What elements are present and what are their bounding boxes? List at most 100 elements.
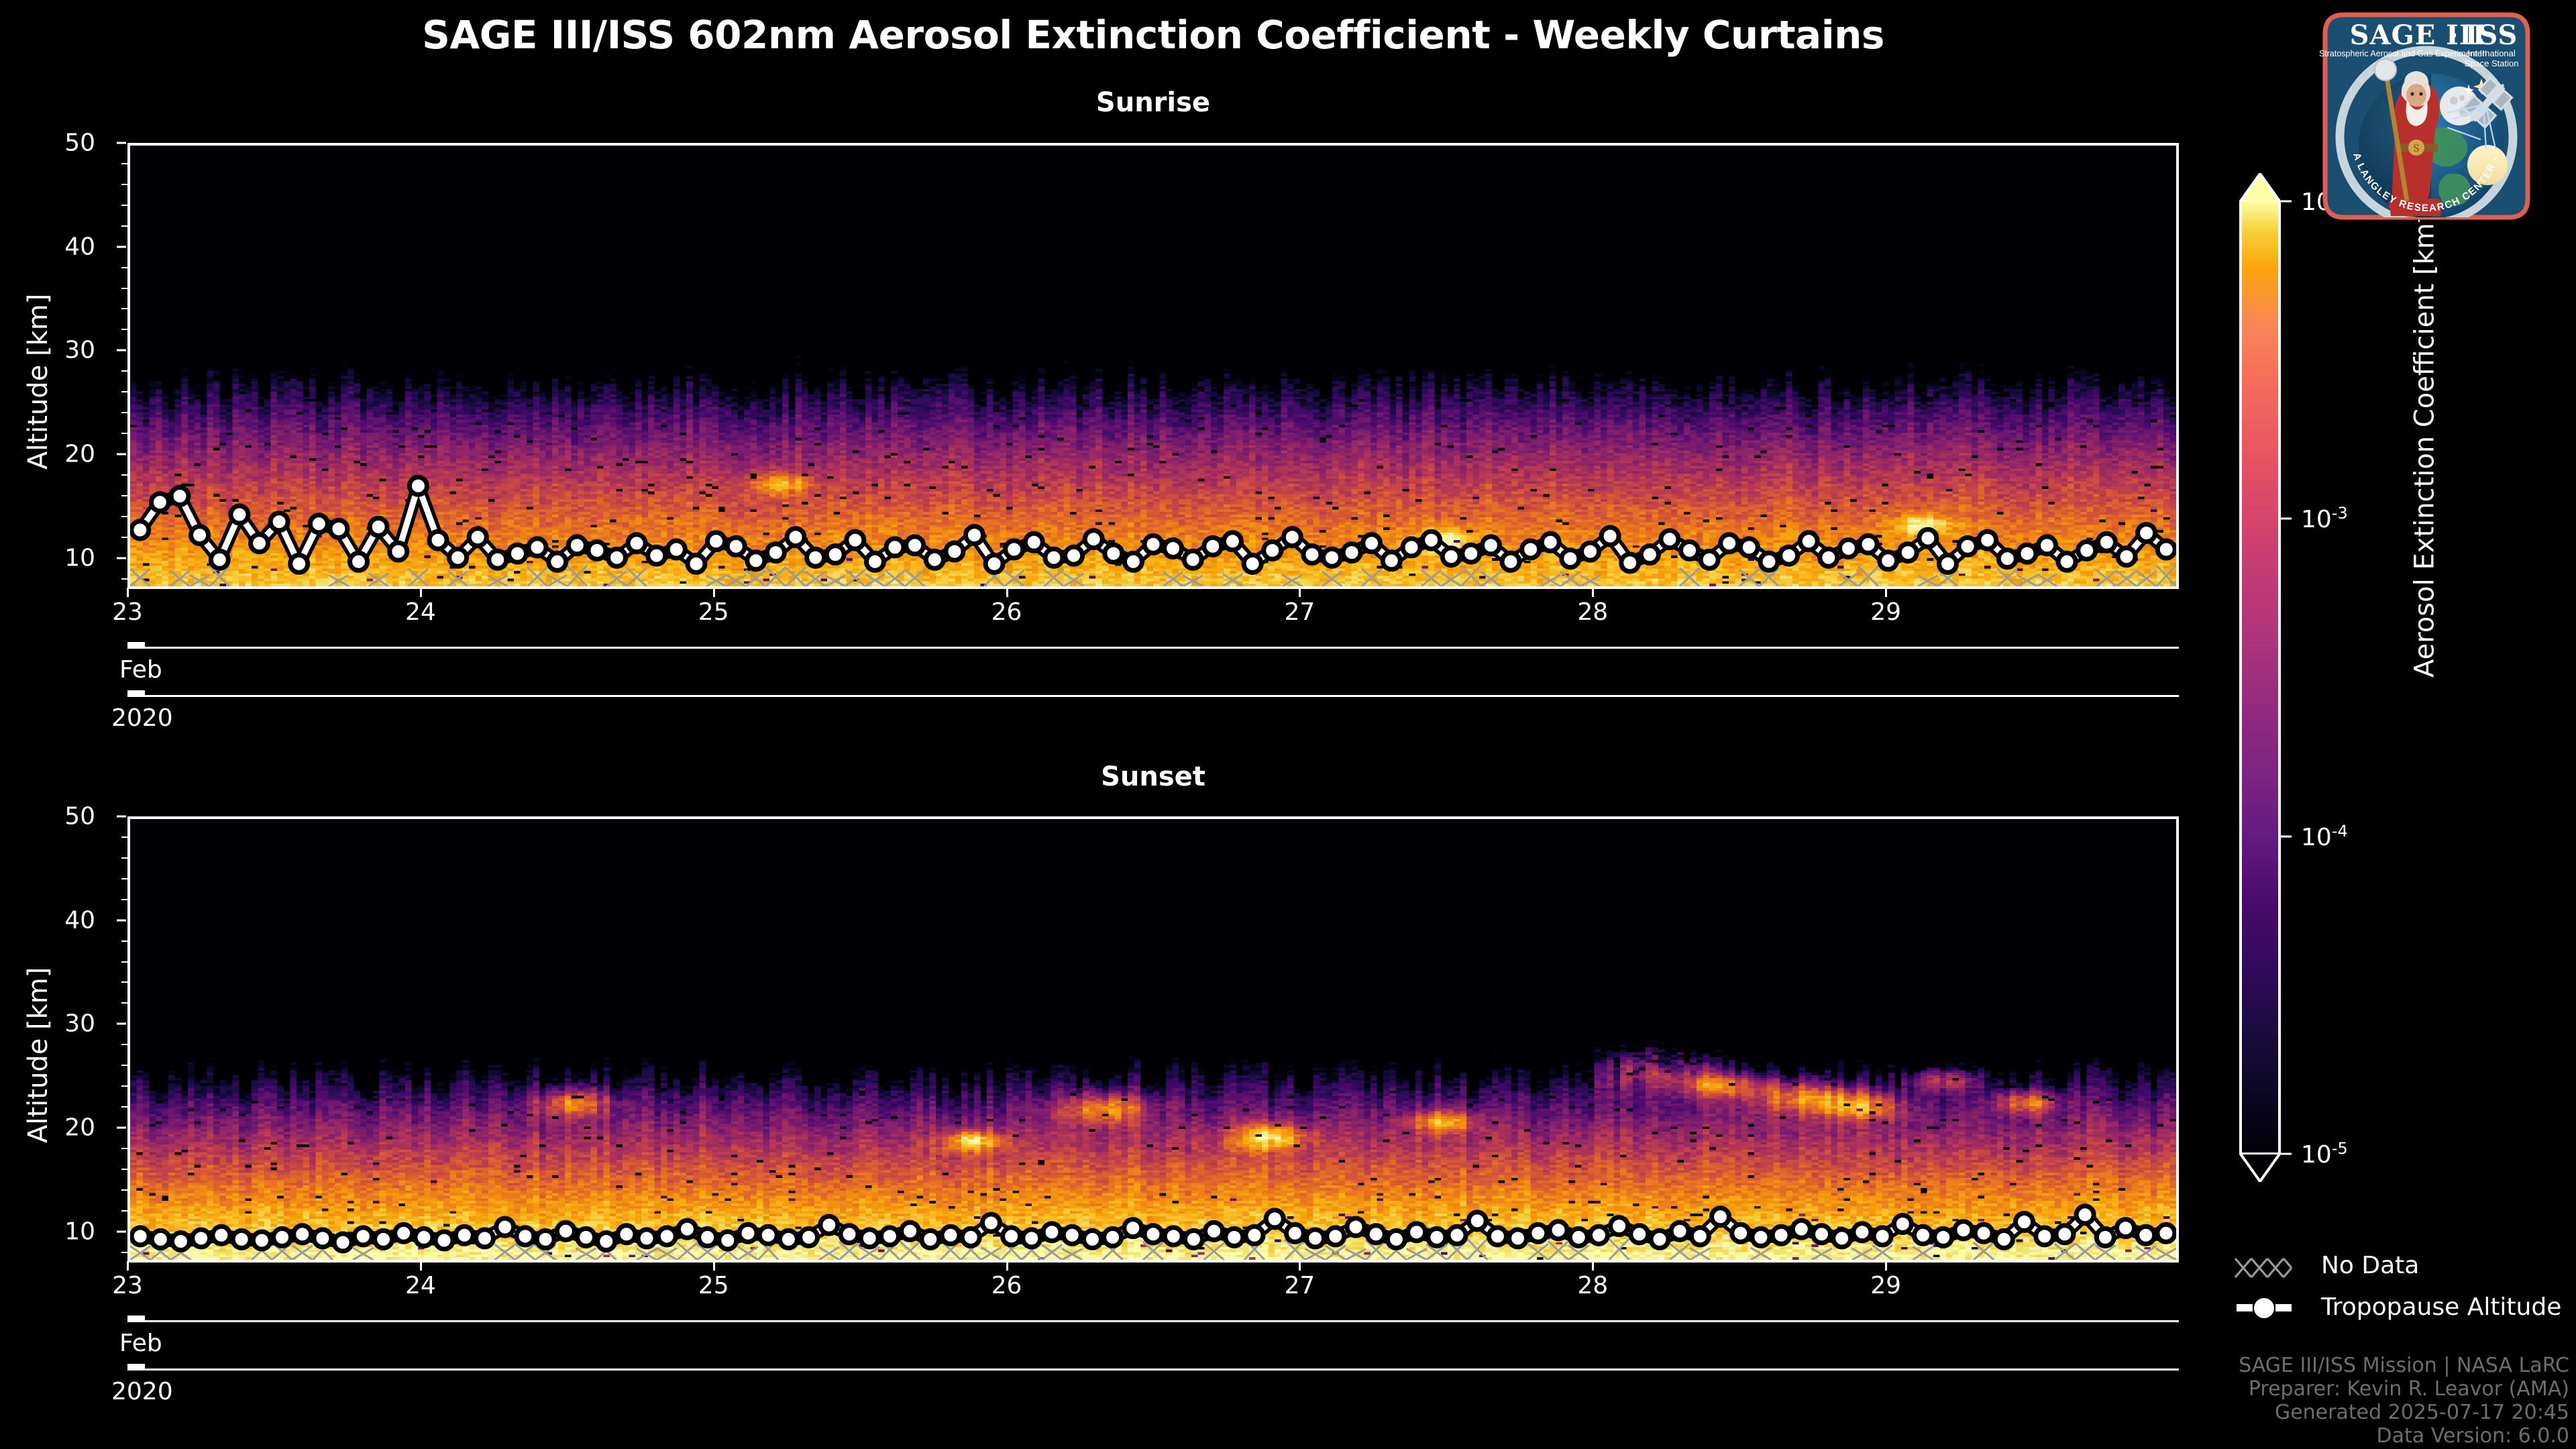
x-tick-label: 24 bbox=[405, 1272, 436, 1299]
y-tick-label: 30 bbox=[64, 336, 95, 364]
y-tick-label: 50 bbox=[64, 129, 95, 157]
tropopause-marker bbox=[820, 1216, 838, 1234]
y-tick-mark bbox=[117, 1126, 126, 1129]
tropopause-marker bbox=[847, 531, 864, 549]
tropopause-marker bbox=[1661, 531, 1678, 548]
x-tick-mark bbox=[419, 1261, 422, 1271]
tropopause-marker bbox=[1104, 1228, 1122, 1246]
tropopause-marker bbox=[2016, 1214, 2033, 1231]
tropopause-marker bbox=[1959, 537, 1976, 555]
tropopause-marker bbox=[1085, 531, 1102, 548]
y-tick-mark bbox=[117, 453, 126, 455]
tropopause-marker bbox=[1880, 552, 1897, 570]
x-tick-mark bbox=[127, 588, 129, 597]
y-minor-tick-mark bbox=[121, 1251, 127, 1253]
x-tick-mark bbox=[1006, 1261, 1008, 1271]
year-axis-rule bbox=[127, 1368, 2179, 1371]
tropopause-marker bbox=[251, 535, 268, 552]
tropopause-marker bbox=[1915, 1226, 1932, 1244]
tropopause-marker bbox=[1874, 1228, 1891, 1245]
tropopause-marker bbox=[1562, 550, 1579, 568]
y-minor-tick-mark bbox=[121, 1168, 127, 1170]
y-tick-label: 40 bbox=[64, 906, 95, 934]
tropopause-marker bbox=[2098, 533, 2115, 551]
x-axis-year-label: 2020 bbox=[111, 1378, 173, 1405]
tropopause-marker bbox=[1621, 554, 1639, 572]
x-tick-mark bbox=[127, 1261, 129, 1271]
tropopause-marker bbox=[233, 1230, 250, 1248]
tropopause-marker bbox=[1065, 547, 1083, 564]
y-minor-tick-mark bbox=[121, 412, 127, 414]
tropopause-marker bbox=[985, 555, 1003, 572]
tropopause-marker bbox=[618, 1226, 635, 1243]
tropopause-marker bbox=[1813, 1226, 1831, 1243]
colorbar-label-text: Aerosol Extinction Coefficient [km bbox=[2409, 223, 2440, 678]
tropopause-marker bbox=[767, 544, 784, 561]
tropopause-marker bbox=[1529, 1224, 1547, 1242]
tropopause-marker bbox=[1732, 1224, 1750, 1242]
tropopause-marker bbox=[922, 1230, 939, 1248]
legend-label-no-data: No Data bbox=[2321, 1252, 2420, 1279]
tropopause-marker bbox=[1582, 543, 1599, 560]
tropopause-marker bbox=[1740, 539, 1758, 556]
tropopause-marker bbox=[1226, 1228, 1243, 1246]
tropopause-marker bbox=[508, 545, 526, 562]
year-axis-tick bbox=[127, 1364, 145, 1371]
x-tick-mark bbox=[1006, 588, 1008, 597]
y-minor-tick-mark bbox=[121, 877, 127, 879]
tropopause-marker bbox=[2076, 1206, 2094, 1224]
tropopause-marker bbox=[1979, 531, 1996, 549]
svg-text:International: International bbox=[2467, 48, 2516, 58]
tropopause-marker bbox=[1899, 544, 1917, 561]
tropopause-marker bbox=[2039, 537, 2056, 554]
tropopause-marker bbox=[1343, 544, 1360, 561]
svg-text:Space Station: Space Station bbox=[2465, 58, 2519, 68]
tropopause-marker bbox=[1204, 537, 1222, 555]
tropopause-marker bbox=[628, 535, 645, 552]
tropopause-marker bbox=[2058, 553, 2076, 570]
y-tick-mark bbox=[117, 557, 126, 559]
tropopause-marker bbox=[213, 1226, 230, 1244]
tropopause-marker bbox=[1601, 527, 1619, 545]
tropopause-marker bbox=[1003, 1228, 1020, 1245]
y-tick-label: 10 bbox=[64, 1218, 95, 1246]
tropopause-marker bbox=[2056, 1226, 2074, 1243]
tropopause-line-sunset bbox=[130, 819, 2176, 1260]
tropopause-marker bbox=[1522, 541, 1540, 558]
tropopause-marker bbox=[708, 533, 725, 550]
x-tick-mark bbox=[1885, 588, 1888, 597]
tropopause-marker bbox=[926, 551, 943, 568]
colorbar-tick-exponent: -5 bbox=[2331, 1139, 2348, 1158]
y-minor-tick-mark bbox=[121, 836, 127, 838]
svg-text:Stratospheric Aerosol and Gas: Stratospheric Aerosol and Gas Experiment… bbox=[2319, 49, 2487, 58]
tropopause-marker bbox=[902, 1222, 919, 1240]
x-tick-label: 28 bbox=[1577, 598, 1609, 626]
colorbar-tick-exponent: -4 bbox=[2331, 821, 2348, 841]
tropopause-marker bbox=[1347, 1218, 1364, 1236]
tropopause-marker bbox=[2137, 1226, 2155, 1244]
x-tick-label: 29 bbox=[1870, 598, 1902, 626]
tropopause-marker bbox=[1894, 1216, 1911, 1233]
tropopause-marker bbox=[1244, 555, 1261, 572]
tropopause-marker bbox=[1045, 549, 1063, 566]
tropopause-marker bbox=[1712, 1208, 1729, 1226]
tropopause-marker bbox=[1820, 549, 1837, 566]
curtain-plot-sunrise bbox=[127, 143, 2179, 589]
tropopause-marker bbox=[800, 1228, 818, 1246]
y-tick-mark bbox=[117, 1230, 126, 1233]
tropopause-marker bbox=[1502, 553, 1519, 570]
tropopause-marker bbox=[1063, 1226, 1081, 1244]
x-tick-label: 25 bbox=[698, 1272, 729, 1299]
y-tick-label: 20 bbox=[64, 440, 95, 468]
y-minor-tick-mark bbox=[121, 515, 127, 517]
panel-title-sunrise: Sunrise bbox=[1095, 87, 1211, 118]
legend: No Data Tropopause Altitude bbox=[2234, 1248, 2569, 1331]
tropopause-marker bbox=[2019, 545, 2036, 562]
tropopause-marker bbox=[191, 527, 209, 544]
tropopause-marker bbox=[886, 539, 904, 556]
tropopause-marker bbox=[395, 1224, 413, 1242]
x-tick-mark bbox=[419, 588, 422, 597]
tropopause-marker bbox=[1423, 531, 1440, 549]
colorbar-gradient bbox=[2239, 201, 2281, 1154]
